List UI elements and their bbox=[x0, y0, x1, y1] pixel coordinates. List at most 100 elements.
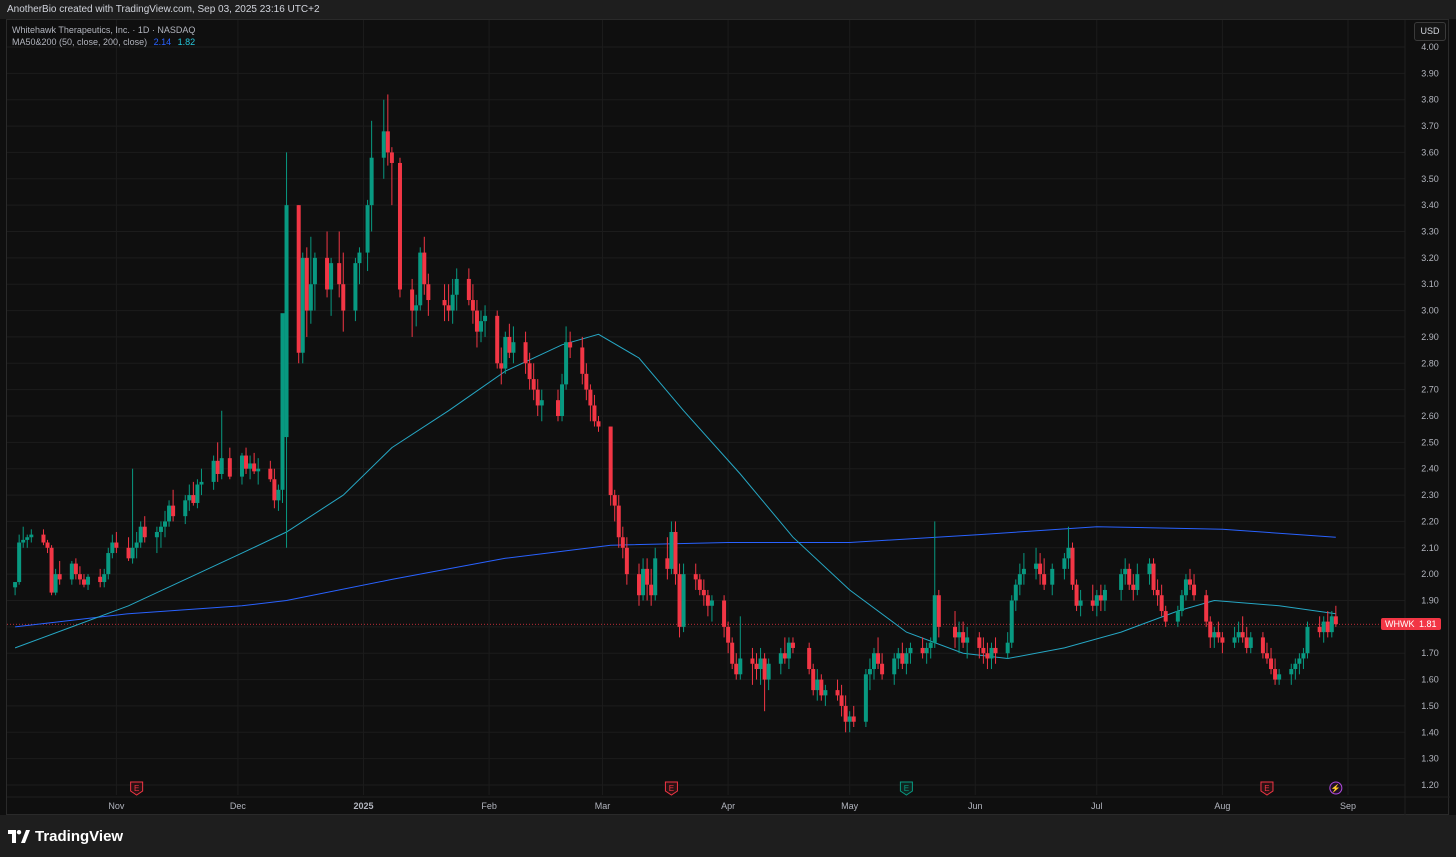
candle-up[interactable] bbox=[766, 663, 771, 680]
candle-down[interactable] bbox=[612, 495, 617, 506]
candle-down[interactable] bbox=[649, 584, 654, 596]
candle-down[interactable] bbox=[1260, 637, 1265, 654]
candle-down[interactable] bbox=[495, 315, 500, 364]
candle-down[interactable] bbox=[961, 632, 966, 643]
candle-up[interactable] bbox=[641, 568, 646, 596]
candle-up[interactable] bbox=[276, 489, 281, 501]
candle-down[interactable] bbox=[977, 637, 982, 648]
candle-up[interactable] bbox=[709, 600, 714, 606]
candle-up[interactable] bbox=[195, 484, 200, 503]
candle-up[interactable] bbox=[904, 653, 909, 664]
candle-up[interactable] bbox=[53, 574, 58, 593]
candle-down[interactable] bbox=[807, 647, 812, 670]
candle-down[interactable] bbox=[142, 526, 147, 538]
candle-down[interactable] bbox=[677, 574, 682, 627]
candle-up[interactable] bbox=[102, 574, 107, 583]
candle-up[interactable] bbox=[1135, 574, 1140, 590]
candle-down[interactable] bbox=[673, 531, 678, 575]
candle-down[interactable] bbox=[215, 460, 220, 474]
candle-up[interactable] bbox=[1236, 632, 1241, 638]
candle-up[interactable] bbox=[908, 647, 913, 654]
candle-up[interactable] bbox=[483, 315, 488, 322]
candle-up[interactable] bbox=[357, 252, 362, 264]
candle-up[interactable] bbox=[778, 653, 783, 664]
candle-down[interactable] bbox=[900, 653, 905, 664]
candle-down[interactable] bbox=[244, 455, 249, 469]
candle-down[interactable] bbox=[1204, 595, 1209, 622]
candle-down[interactable] bbox=[624, 547, 629, 575]
candle-up[interactable] bbox=[1147, 563, 1152, 575]
candle-down[interactable] bbox=[953, 626, 958, 638]
candle-down[interactable] bbox=[535, 389, 540, 406]
candle-down[interactable] bbox=[296, 205, 301, 353]
candle-up[interactable] bbox=[786, 642, 791, 659]
candle-down[interactable] bbox=[191, 495, 196, 503]
candle-down[interactable] bbox=[705, 595, 710, 606]
candle-up[interactable] bbox=[847, 716, 852, 722]
candle-down[interactable] bbox=[722, 600, 727, 627]
candle-down[interactable] bbox=[426, 284, 431, 301]
candle-down[interactable] bbox=[782, 653, 787, 659]
candle-down[interactable] bbox=[337, 263, 342, 285]
candle-down[interactable] bbox=[114, 542, 119, 548]
candle-down[interactable] bbox=[920, 647, 925, 654]
candle-up[interactable] bbox=[69, 563, 74, 580]
candle-down[interactable] bbox=[466, 278, 471, 301]
candle-up[interactable] bbox=[1183, 579, 1188, 596]
candle-down[interactable] bbox=[637, 574, 642, 596]
candle-down[interactable] bbox=[268, 468, 273, 480]
candle-down[interactable] bbox=[645, 568, 650, 585]
earnings-icon[interactable] bbox=[130, 781, 144, 796]
candle-up[interactable] bbox=[867, 669, 872, 675]
ma-indicator[interactable]: MA50&200 (50, close, 200, close) 2.14 1.… bbox=[12, 36, 195, 48]
candle-up[interactable] bbox=[1066, 547, 1071, 559]
candle-down[interactable] bbox=[811, 669, 816, 691]
earnings-icon[interactable] bbox=[664, 781, 678, 796]
candle-up[interactable] bbox=[1123, 568, 1128, 575]
candle-up[interactable] bbox=[329, 263, 334, 290]
candle-up[interactable] bbox=[932, 595, 937, 643]
candle-down[interactable] bbox=[422, 252, 427, 285]
candle-down[interactable] bbox=[697, 579, 702, 590]
tradingview-logo[interactable]: TradingView bbox=[8, 828, 123, 845]
candle-down[interactable] bbox=[1070, 547, 1075, 585]
candle-down[interactable] bbox=[790, 642, 795, 648]
candle-up[interactable] bbox=[418, 252, 423, 306]
candle-down[interactable] bbox=[1038, 563, 1043, 575]
candle-up[interactable] bbox=[653, 558, 658, 596]
candle-down[interactable] bbox=[442, 300, 447, 306]
candle-down[interactable] bbox=[1042, 574, 1047, 585]
candle-up[interactable] bbox=[823, 690, 828, 696]
candle-down[interactable] bbox=[73, 563, 78, 575]
candle-down[interactable] bbox=[385, 131, 390, 153]
candle-down[interactable] bbox=[620, 537, 625, 548]
candle-up[interactable] bbox=[511, 342, 516, 353]
candle-up[interactable] bbox=[896, 653, 901, 659]
candle-down[interactable] bbox=[1269, 658, 1274, 670]
candle-up[interactable] bbox=[130, 547, 135, 559]
split-icon[interactable] bbox=[1329, 781, 1343, 795]
candle-up[interactable] bbox=[1017, 574, 1022, 585]
candle-down[interactable] bbox=[1155, 589, 1160, 596]
candle-down[interactable] bbox=[734, 663, 739, 675]
candle-down[interactable] bbox=[341, 284, 346, 311]
candle-down[interactable] bbox=[1244, 637, 1249, 648]
candle-down[interactable] bbox=[126, 547, 131, 559]
candle-down[interactable] bbox=[701, 589, 706, 596]
candle-up[interactable] bbox=[17, 542, 22, 583]
candle-up[interactable] bbox=[86, 576, 91, 585]
candle-up[interactable] bbox=[1078, 600, 1083, 606]
candle-up[interactable] bbox=[312, 257, 317, 285]
candle-down[interactable] bbox=[1159, 595, 1164, 612]
candle-up[interactable] bbox=[1293, 663, 1298, 670]
earnings-icon[interactable] bbox=[1260, 781, 1274, 796]
candle-down[interactable] bbox=[993, 647, 998, 654]
dividend-icon[interactable] bbox=[899, 781, 913, 796]
candle-up[interactable] bbox=[219, 458, 224, 474]
candle-down[interactable] bbox=[57, 574, 62, 580]
candle-up[interactable] bbox=[110, 542, 115, 554]
candle-up[interactable] bbox=[928, 642, 933, 648]
candle-up[interactable] bbox=[1277, 674, 1282, 680]
candle-down[interactable] bbox=[985, 653, 990, 659]
candle-up[interactable] bbox=[414, 305, 419, 311]
